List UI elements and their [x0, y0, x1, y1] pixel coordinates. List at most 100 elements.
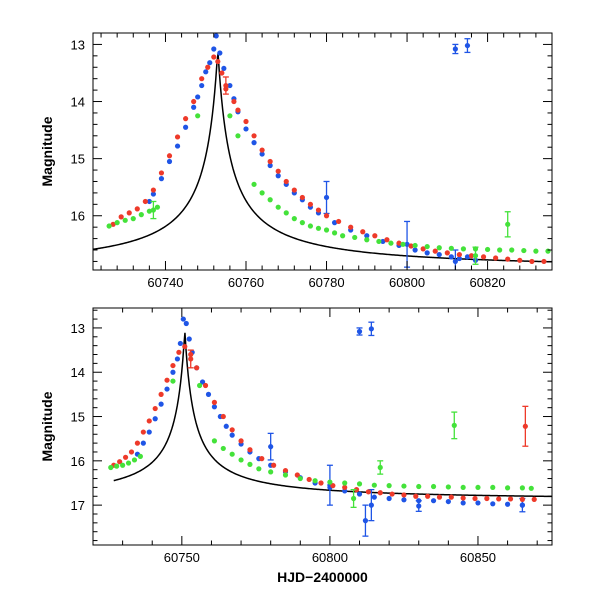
- green-data-point: [259, 190, 265, 196]
- y-tick-label: 15: [71, 152, 85, 167]
- y-tick-label: 14: [71, 95, 85, 110]
- blue-data-point: [424, 250, 430, 256]
- red-data-point: [315, 207, 322, 213]
- red-data-point: [211, 54, 217, 60]
- blue-data-point: [158, 176, 165, 182]
- blue-data-point: [140, 440, 146, 446]
- red-data-point: [166, 153, 173, 159]
- y-tick-label: 13: [71, 37, 85, 52]
- blue-data-point: [259, 151, 265, 157]
- y-tick-label: 16: [71, 454, 85, 469]
- model-curve: [93, 53, 552, 263]
- red-data-point: [174, 134, 181, 140]
- blue-data-point: [211, 46, 217, 52]
- y-tick-label: 17: [71, 498, 85, 513]
- blue-errorbar-point: [452, 43, 459, 55]
- blue-data-point: [251, 140, 257, 146]
- green-data-point: [138, 212, 144, 218]
- blue-data-point: [180, 316, 186, 322]
- blue-errorbar-point: [356, 327, 363, 336]
- red-data-point: [271, 462, 277, 468]
- red-data-point: [342, 484, 348, 491]
- blue-errorbar-point: [267, 432, 274, 461]
- blue-data-point: [364, 233, 370, 239]
- green-data-point: [146, 208, 152, 214]
- plot-frame: [92, 307, 553, 546]
- red-data-point: [541, 258, 547, 265]
- red-data-point: [384, 237, 390, 243]
- red-data-point: [420, 246, 426, 252]
- red-data-point: [229, 427, 235, 433]
- red-data-point: [142, 198, 148, 205]
- red-data-point: [294, 472, 300, 478]
- green-data-point: [256, 466, 262, 472]
- green-data-point: [416, 483, 422, 490]
- red-data-point: [140, 429, 146, 435]
- blue-errorbar-point: [368, 488, 375, 522]
- blue-data-point: [227, 82, 233, 89]
- red-data-point: [176, 349, 182, 355]
- blue-data-point: [380, 238, 386, 245]
- green-data-point: [460, 484, 466, 491]
- blue-data-point: [412, 247, 418, 253]
- red-data-point: [275, 168, 281, 174]
- red-data-point: [425, 493, 431, 499]
- red-data-point: [484, 495, 490, 502]
- blue-data-point: [331, 220, 338, 226]
- red-data-point: [235, 107, 241, 113]
- green-data-point: [509, 247, 515, 253]
- blue-data-point: [445, 498, 451, 505]
- green-data-point: [299, 220, 305, 226]
- blue-data-point: [186, 336, 192, 342]
- red-data-point: [117, 459, 123, 465]
- green-data-point: [131, 457, 138, 463]
- green-data-point: [251, 181, 257, 187]
- red-data-point: [247, 447, 253, 453]
- red-data-point: [507, 496, 514, 502]
- green-data-point: [154, 204, 161, 210]
- green-errorbar-point: [150, 200, 157, 220]
- blue-data-point: [460, 500, 466, 506]
- green-data-point: [211, 438, 218, 444]
- x-tick-label: 60780: [308, 275, 344, 290]
- data-points: [108, 316, 537, 537]
- green-data-point: [235, 133, 241, 139]
- green-data-point: [388, 240, 394, 246]
- blue-errorbar-point: [362, 504, 369, 537]
- red-data-point: [468, 253, 475, 259]
- green-data-point: [282, 472, 289, 478]
- blue-data-point: [464, 254, 471, 260]
- x-axis-title: HJD−2400000: [277, 569, 368, 585]
- red-data-point: [194, 365, 200, 371]
- blue-errorbar-point: [415, 500, 422, 512]
- red-data-point: [307, 201, 314, 207]
- green-data-point: [114, 463, 120, 469]
- green-data-point: [307, 223, 314, 229]
- blue-data-point: [191, 104, 197, 110]
- y-tick-label: 16: [71, 209, 85, 224]
- green-data-point: [220, 445, 226, 452]
- red-data-point: [126, 210, 132, 216]
- red-data-point: [205, 64, 211, 70]
- green-data-point: [376, 238, 382, 245]
- red-data-point: [158, 170, 165, 176]
- green-data-point: [445, 484, 451, 490]
- green-data-point: [291, 216, 297, 222]
- blue-data-point: [195, 94, 201, 100]
- red-errorbar-point: [522, 405, 529, 447]
- green-data-point: [275, 204, 281, 210]
- blue-errorbar-point: [368, 321, 375, 337]
- red-data-point: [219, 70, 225, 76]
- green-data-point: [519, 485, 525, 491]
- x-tick-label: 60800: [312, 550, 348, 565]
- red-data-point: [158, 391, 164, 397]
- green-data-point: [283, 210, 289, 216]
- red-data-point: [183, 116, 189, 122]
- blue-data-point: [152, 416, 158, 422]
- blue-data-point: [275, 173, 281, 179]
- red-data-point: [531, 496, 537, 502]
- red-data-point: [493, 255, 499, 261]
- red-data-point: [110, 221, 116, 227]
- blue-data-point: [205, 391, 212, 397]
